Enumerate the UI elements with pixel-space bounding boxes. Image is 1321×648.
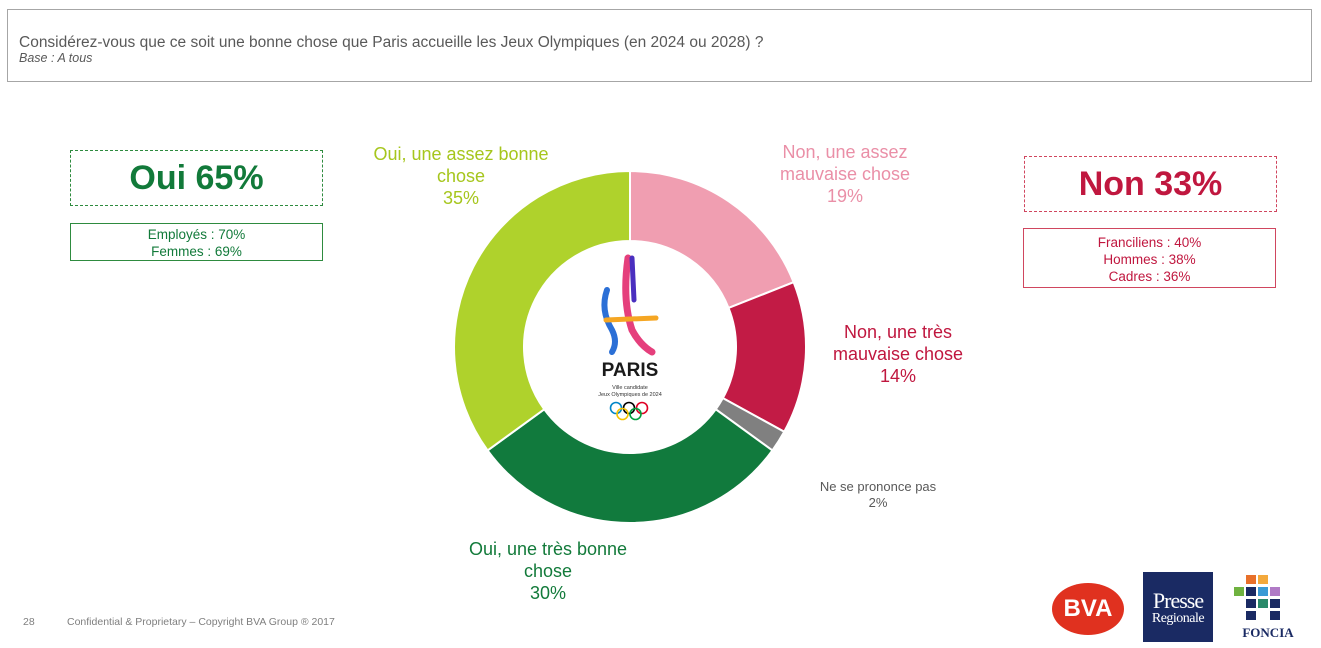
olympic-rings-icon xyxy=(609,401,649,421)
label-tres-bonne-line1: Oui, une très bonne xyxy=(468,539,628,559)
donut-slice-0 xyxy=(629,169,795,310)
donut-slice-4 xyxy=(453,169,631,452)
label-tres-mauvaise-pct: 14% xyxy=(879,366,917,386)
donut-hole xyxy=(525,242,735,452)
logo-line1: Ville candidate xyxy=(612,385,648,391)
label-tres-bonne-line2: chose xyxy=(523,561,573,581)
label-assez-bonne-line1: Oui, une assez bonne xyxy=(373,144,549,164)
bva-logo: BVA xyxy=(1052,583,1124,635)
logo-flame-left xyxy=(601,287,618,355)
non-details-box: Franciliens : 40% Hommes : 38% Cadres : … xyxy=(1023,228,1276,288)
paris-2024-logo: PARIS Ville candidate Jeux Olympiques de… xyxy=(598,254,662,421)
logo-line2: Jeux Olympiques de 2024 xyxy=(598,392,662,398)
question-text: Considérez-vous que ce soit une bonne ch… xyxy=(19,34,764,51)
question-box: Considérez-vous que ce soit une bonne ch… xyxy=(7,9,1312,82)
label-tres-bonne-pct: 30% xyxy=(529,583,567,603)
logo-flame-right xyxy=(629,255,637,303)
label-tres-mauvaise-line1: Non, une très xyxy=(843,322,953,342)
non-detail-hommes: Hommes : 38% xyxy=(1103,252,1196,267)
donut-slice-3 xyxy=(486,407,774,524)
label-tres-bonne: Oui, une très bonne chose 30% xyxy=(428,538,668,604)
non-detail-franciliens: Franciliens : 40% xyxy=(1097,235,1202,250)
foncia-logo: FONCIA xyxy=(1232,573,1304,641)
presse-logo-line1: Presse xyxy=(1152,588,1204,613)
oui-total-box: Oui 65% xyxy=(70,150,323,206)
foncia-logo-text: FONCIA xyxy=(1242,625,1294,640)
logo-flame-mid xyxy=(622,254,656,356)
presse-logo-line2: Regionale xyxy=(1151,611,1205,626)
logo-flame-cross xyxy=(603,315,659,323)
question-base: Base : A tous xyxy=(19,51,93,65)
label-nsp-line1: Ne se prononce pas xyxy=(819,479,937,494)
label-assez-bonne-pct: 35% xyxy=(442,188,480,208)
oui-detail-employes: Employés : 70% xyxy=(147,227,246,242)
label-tres-mauvaise: Non, une très mauvaise chose 14% xyxy=(803,321,993,387)
label-assez-mauvaise-pct: 19% xyxy=(826,186,864,206)
label-nsp-pct: 2% xyxy=(868,495,888,510)
logo-title: PARIS xyxy=(602,360,659,381)
label-assez-mauvaise-line1: Non, une assez xyxy=(782,142,908,162)
label-nsp: Ne se prononce pas 2% xyxy=(793,479,963,511)
label-assez-bonne: Oui, une assez bonne chose 35% xyxy=(346,143,576,209)
presse-regionale-logo: Presse Regionale xyxy=(1143,572,1213,642)
foncia-house-icon xyxy=(1234,575,1280,620)
non-total-box: Non 33% xyxy=(1024,156,1277,212)
copyright-text: Confidential & Proprietary – Copyright B… xyxy=(67,616,335,628)
oui-details-box: Employés : 70% Femmes : 69% xyxy=(70,223,323,261)
oui-detail-femmes: Femmes : 69% xyxy=(151,244,242,259)
label-assez-bonne-line2: chose xyxy=(436,166,486,186)
page-number: 28 xyxy=(23,616,35,628)
label-tres-mauvaise-line2: mauvaise chose xyxy=(832,344,964,364)
non-detail-cadres: Cadres : 36% xyxy=(1108,269,1191,284)
label-assez-mauvaise-line2: mauvaise chose xyxy=(779,164,911,184)
label-assez-mauvaise: Non, une assez mauvaise chose 19% xyxy=(735,141,955,207)
